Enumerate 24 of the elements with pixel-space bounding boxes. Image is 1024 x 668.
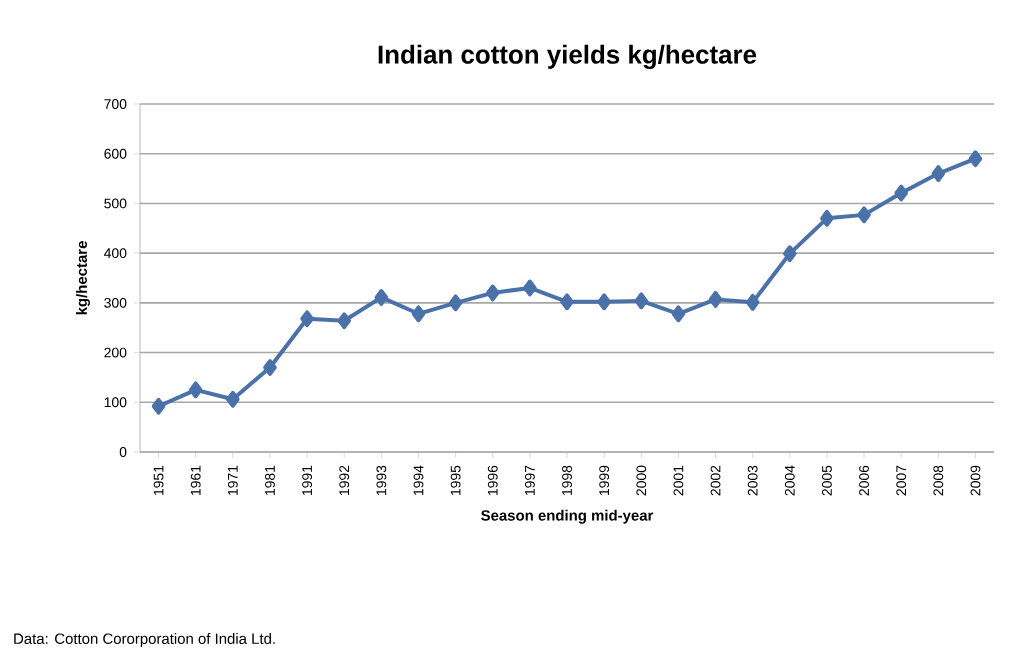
point (263, 359, 277, 376)
point (448, 294, 463, 312)
point (188, 381, 203, 399)
point (337, 312, 352, 330)
point (671, 305, 686, 323)
point (597, 293, 611, 311)
point (745, 293, 760, 311)
point (523, 279, 537, 297)
point (782, 245, 797, 263)
point (931, 165, 946, 182)
point (374, 288, 389, 306)
point (151, 397, 166, 415)
point (226, 390, 240, 408)
point (894, 184, 908, 202)
point (411, 305, 426, 323)
chart-title: Indian cotton yields kg/hectare (378, 44, 757, 70)
point (634, 292, 649, 310)
point (820, 209, 834, 227)
point (708, 290, 723, 308)
point (857, 206, 871, 224)
point (300, 310, 314, 328)
point (968, 150, 983, 168)
point (485, 284, 500, 302)
point (560, 293, 574, 311)
